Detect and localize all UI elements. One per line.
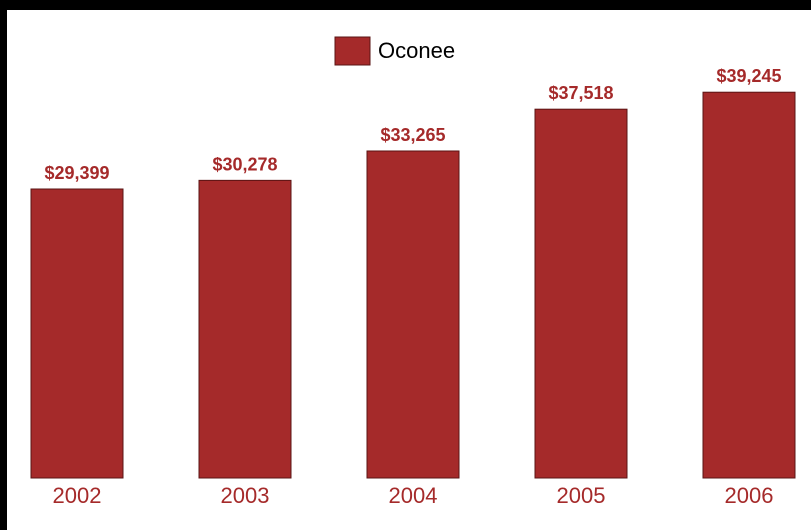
category-labels-group: 2002 2003 2004 2005 2006 [53,483,774,508]
category-label-2004: 2004 [389,483,438,508]
bar-2003 [198,179,292,479]
value-label-2004: $33,265 [380,125,445,145]
legend-swatch [334,36,371,66]
legend: Oconee [334,36,455,66]
category-label-2002: 2002 [53,483,102,508]
value-label-2005: $37,518 [548,83,613,103]
category-label-2005: 2005 [557,483,606,508]
bar-2005 [534,108,628,479]
value-label-2002: $29,399 [44,163,109,183]
bar-2004 [366,150,460,479]
value-label-2003: $30,278 [212,154,277,174]
value-label-2006: $39,245 [716,66,781,86]
bars-group [30,91,796,479]
legend-label: Oconee [378,38,455,63]
category-label-2003: 2003 [221,483,270,508]
bar-2002 [30,188,124,479]
category-label-2006: 2006 [725,483,774,508]
bar-2006 [702,91,796,479]
value-labels-group: $29,399 $30,278 $33,265 $37,518 $39,245 [44,66,781,183]
